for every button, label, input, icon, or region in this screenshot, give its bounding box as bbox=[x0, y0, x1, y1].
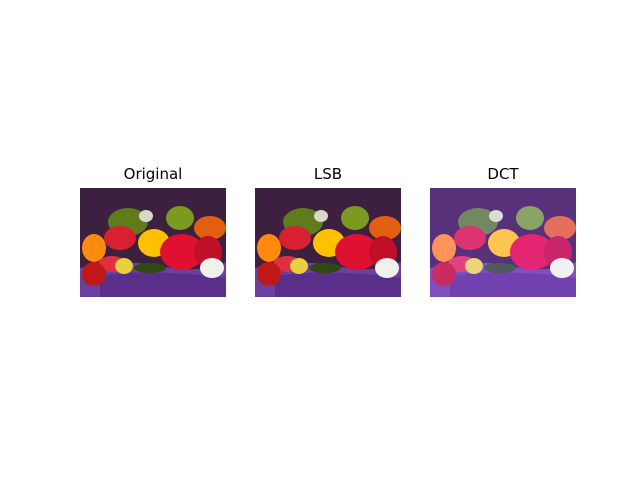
panel-title: DCT bbox=[487, 165, 519, 183]
peppers-image-original bbox=[80, 188, 226, 297]
panel-title: LSB bbox=[313, 165, 343, 183]
panel-original: Original bbox=[80, 164, 226, 297]
panel-title: Original bbox=[123, 165, 183, 183]
panel-dct: DCT bbox=[430, 164, 576, 297]
peppers-image-lsb bbox=[255, 188, 401, 297]
peppers-image-dct bbox=[430, 188, 576, 297]
panel-lsb: LSB bbox=[255, 164, 401, 297]
